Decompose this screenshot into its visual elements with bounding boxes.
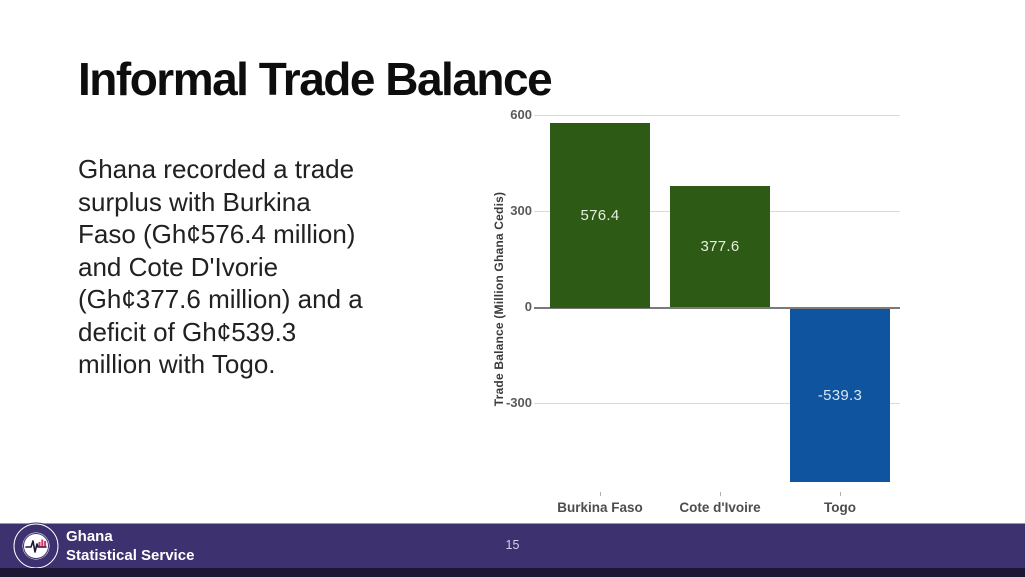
page-title: Informal Trade Balance — [78, 53, 553, 105]
bar-cote-d-ivoire: 377.6 — [670, 186, 770, 307]
y-tick-label: -300 — [505, 395, 532, 410]
x-axis-labels: Burkina Faso Cote d'Ivoire Togo — [540, 492, 900, 520]
zero-axis-line — [534, 307, 900, 309]
body-text-line: Faso (Gh¢576.4 million) — [78, 219, 356, 249]
footer: Ghana Statistical Service 15 — [0, 522, 1025, 577]
y-tick-label: 600 — [510, 107, 532, 122]
chart-plot-area: 576.4 377.6 -539.3 — [534, 115, 900, 482]
org-name: Ghana Statistical Service — [66, 527, 194, 565]
body-text-line: Ghana recorded a trade — [78, 154, 355, 184]
footer-bar: Ghana Statistical Service 15 — [0, 522, 1025, 570]
body-text-line: million with Togo. — [78, 349, 276, 379]
bar-value-label: 576.4 — [580, 207, 620, 224]
x-axis-label: Cote d'Ivoire — [679, 500, 761, 515]
trade-balance-bar-chart: Trade Balance (Million Ghana Cedis) 600 3… — [480, 107, 915, 520]
gridline — [534, 115, 900, 116]
bar-value-label: 377.6 — [700, 238, 740, 255]
page-number: 15 — [505, 538, 520, 552]
org-name-line2: Statistical Service — [66, 547, 195, 564]
body-text: Ghana recorded a trade surplus with Burk… — [78, 153, 448, 381]
y-axis-ticks: 600 300 0 -300 — [480, 107, 532, 480]
gridline — [534, 403, 900, 404]
bar-togo: -539.3 — [790, 309, 890, 482]
body-text-line: deficit of Gh¢539.3 — [78, 316, 297, 347]
x-axis-tick — [600, 492, 601, 496]
body-text-line: surplus with Burkina — [78, 186, 311, 217]
y-tick-label: 0 — [524, 299, 532, 314]
body-text-line: and Cote D'Ivorie — [78, 251, 279, 282]
org-name-line1: Ghana — [66, 528, 113, 545]
x-axis-label: Burkina Faso — [557, 500, 643, 515]
x-axis-tick — [840, 492, 841, 496]
x-axis-tick — [720, 492, 721, 496]
bar-value-label: -539.3 — [817, 387, 863, 404]
x-axis-label: Togo — [824, 500, 856, 515]
body-text-line: (Gh¢377.6 million) and a — [78, 284, 363, 314]
bar-burkina-faso: 576.4 — [550, 123, 650, 308]
footer-strip — [0, 568, 1025, 577]
gss-seal-logo-icon — [12, 522, 60, 570]
y-tick-label: 300 — [510, 203, 532, 218]
